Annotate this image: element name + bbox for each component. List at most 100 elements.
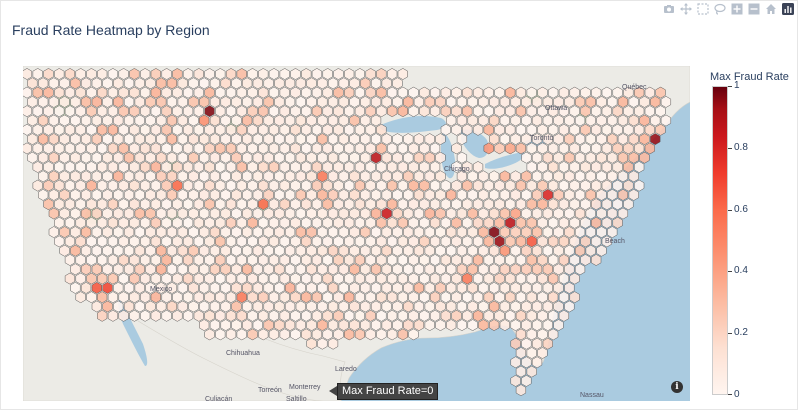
hex-cell[interactable]	[413, 244, 425, 257]
hex-cell[interactable]	[43, 105, 54, 118]
hex-cell[interactable]	[91, 151, 102, 164]
hex-cell[interactable]	[156, 96, 167, 108]
hex-cell[interactable]	[644, 142, 655, 155]
hex-cell[interactable]	[75, 68, 86, 80]
hex-cell[interactable]	[548, 254, 559, 266]
hex-cell[interactable]	[424, 207, 435, 220]
hex-cell[interactable]	[172, 291, 183, 304]
hex-cell[interactable]	[387, 142, 398, 155]
hex-cell[interactable]	[268, 161, 280, 173]
hex-cell[interactable]	[392, 244, 403, 257]
hex-cell[interactable]	[231, 244, 242, 257]
hex-cell[interactable]	[440, 309, 451, 322]
hex-cell[interactable]	[542, 244, 553, 257]
hex-cell[interactable]	[123, 263, 135, 276]
hex-cell[interactable]	[574, 170, 586, 183]
hex-cell[interactable]	[102, 300, 113, 313]
hex-cell[interactable]	[429, 161, 441, 173]
hex-cell[interactable]	[311, 291, 323, 304]
hex-cell[interactable]	[322, 291, 333, 304]
hex-cell[interactable]	[145, 170, 156, 183]
hex-cell[interactable]	[639, 96, 650, 108]
hex-cell[interactable]	[263, 319, 274, 331]
hex-cell[interactable]	[569, 216, 580, 229]
hex-cell[interactable]	[215, 291, 226, 304]
hex-cell[interactable]	[655, 86, 666, 99]
hex-cell[interactable]	[558, 105, 570, 118]
hex-cell[interactable]	[123, 133, 135, 145]
hex-cell[interactable]	[295, 244, 306, 257]
hex-cell[interactable]	[601, 235, 612, 248]
hex-cell[interactable]	[553, 300, 564, 313]
hex-cell[interactable]	[360, 151, 371, 164]
hex-cell[interactable]	[225, 328, 237, 341]
hex-cell[interactable]	[483, 142, 494, 155]
hex-cell[interactable]	[80, 282, 92, 294]
hex-cell[interactable]	[472, 216, 484, 229]
hex-cell[interactable]	[467, 300, 478, 313]
hex-cell[interactable]	[531, 170, 543, 183]
hex-cell[interactable]	[424, 133, 435, 145]
hex-cell[interactable]	[569, 198, 580, 211]
hex-cell[interactable]	[91, 207, 102, 220]
hex-cell[interactable]	[440, 123, 451, 136]
hex-cell[interactable]	[97, 105, 108, 118]
hex-cell[interactable]	[596, 96, 607, 108]
hex-cell[interactable]	[220, 114, 231, 127]
hex-cell[interactable]	[59, 96, 70, 108]
hex-cell[interactable]	[284, 96, 296, 108]
hex-cell[interactable]	[209, 226, 221, 238]
hex-cell[interactable]	[188, 189, 199, 201]
hex-cell[interactable]	[531, 207, 543, 220]
hex-cell[interactable]	[145, 207, 156, 220]
hex-cell[interactable]	[354, 161, 365, 173]
hex-cell[interactable]	[333, 309, 344, 322]
hex-cell[interactable]	[274, 189, 285, 201]
hex-cell[interactable]	[349, 77, 360, 90]
hex-cell[interactable]	[446, 244, 457, 257]
hex-cell[interactable]	[290, 179, 301, 192]
hex-cell[interactable]	[279, 86, 290, 99]
hex-cell[interactable]	[86, 105, 97, 118]
hex-cell[interactable]	[446, 282, 457, 294]
hex-cell[interactable]	[553, 133, 564, 145]
hex-cell[interactable]	[521, 226, 532, 238]
hex-cell[interactable]	[472, 161, 484, 173]
hex-cell[interactable]	[97, 142, 108, 155]
hex-cell[interactable]	[236, 198, 247, 211]
hex-cell[interactable]	[515, 235, 527, 248]
hex-cell[interactable]	[542, 263, 553, 276]
hex-cell[interactable]	[80, 189, 92, 201]
hex-cell[interactable]	[365, 142, 376, 155]
hex-cell[interactable]	[54, 235, 65, 248]
hex-cell[interactable]	[548, 198, 559, 211]
hex-cell[interactable]	[107, 291, 119, 304]
hex-cell[interactable]	[333, 179, 344, 192]
hex-cell[interactable]	[86, 291, 97, 304]
hex-cell[interactable]	[295, 263, 306, 276]
hex-cell[interactable]	[32, 161, 43, 173]
hex-cell[interactable]	[440, 105, 451, 118]
hex-cell[interactable]	[215, 123, 226, 136]
hex-cell[interactable]	[467, 319, 478, 331]
hex-cell[interactable]	[247, 86, 258, 99]
hex-cell[interactable]	[413, 282, 425, 294]
hex-cell[interactable]	[209, 170, 221, 183]
hex-cell[interactable]	[403, 189, 414, 201]
hex-cell[interactable]	[526, 142, 537, 155]
hex-cell[interactable]	[306, 151, 317, 164]
hex-cell[interactable]	[424, 263, 435, 276]
hex-cell[interactable]	[628, 96, 639, 108]
hex-cell[interactable]	[397, 142, 408, 155]
hex-cell[interactable]	[537, 123, 548, 136]
hex-cell[interactable]	[591, 235, 602, 248]
hex-cell[interactable]	[129, 291, 140, 304]
hex-cell[interactable]	[344, 86, 355, 99]
hex-cell[interactable]	[408, 272, 419, 285]
hex-cell[interactable]	[97, 161, 108, 173]
hex-cell[interactable]	[585, 189, 596, 201]
hex-cell[interactable]	[322, 272, 333, 285]
hex-cell[interactable]	[413, 133, 425, 145]
hex-cell[interactable]	[558, 272, 570, 285]
hex-cell[interactable]	[166, 114, 178, 127]
